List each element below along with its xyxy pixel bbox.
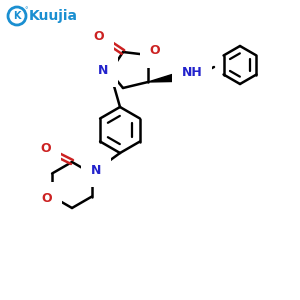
Text: Kuujia: Kuujia (28, 9, 77, 23)
Text: O: O (41, 142, 51, 155)
Text: NH: NH (182, 65, 203, 79)
Text: °: ° (24, 7, 28, 13)
Text: O: O (150, 44, 160, 58)
Text: O: O (94, 31, 104, 44)
Text: K: K (13, 11, 21, 21)
Polygon shape (148, 74, 172, 82)
Text: O: O (42, 192, 52, 205)
Text: N: N (98, 64, 108, 76)
Text: N: N (91, 164, 101, 177)
